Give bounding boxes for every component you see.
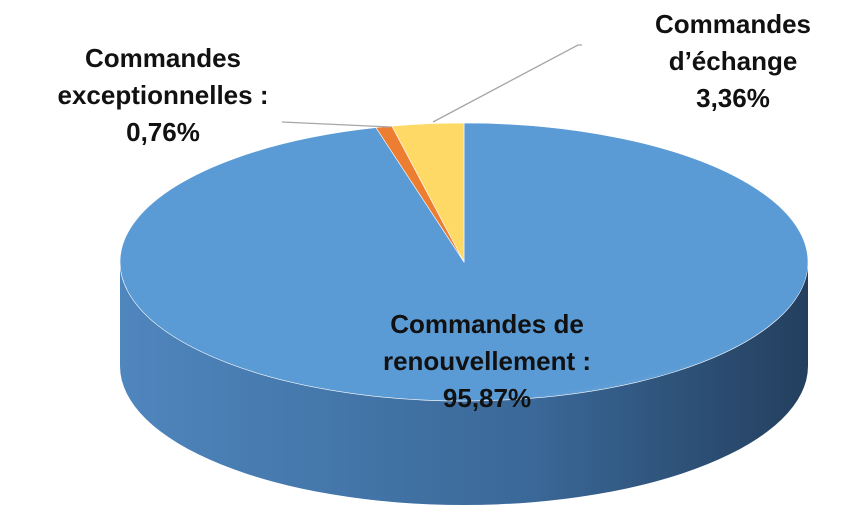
pie-side: [120, 262, 808, 505]
label-value: 3,36%: [696, 83, 770, 113]
data-label: Commandes exceptionnelles : 0,76%: [40, 40, 286, 151]
data-label: Commandes de renouvellement : 95,87%: [354, 306, 620, 417]
label-category: Commandes de renouvellement :: [382, 309, 592, 376]
leader-line: [281, 121, 391, 128]
data-label: Commandes d’échange 3,36%: [628, 6, 838, 117]
label-category: Commandes d’échange: [654, 9, 812, 76]
label-category: Commandes exceptionnelles :: [57, 43, 269, 110]
label-value: 0,76%: [126, 117, 200, 147]
leader-line: [432, 44, 582, 123]
label-value: 95,87%: [442, 383, 532, 413]
